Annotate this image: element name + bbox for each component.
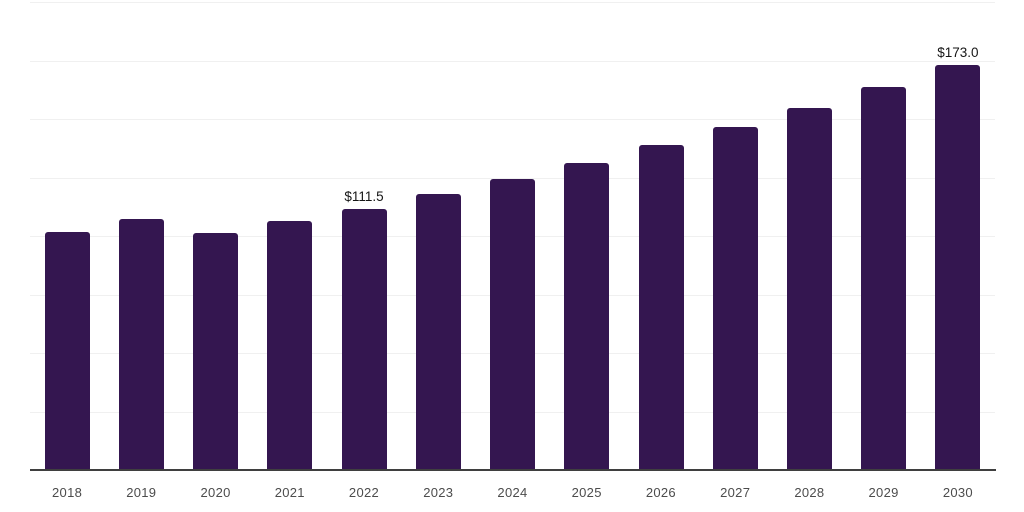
bar-2021 bbox=[267, 220, 313, 470]
gridline-200 bbox=[30, 2, 995, 3]
x-tick-label-2025: 2025 bbox=[571, 485, 602, 500]
x-tick-label-2030: 2030 bbox=[942, 485, 973, 500]
bar-2030 bbox=[935, 65, 981, 470]
bar-2020 bbox=[193, 232, 239, 470]
bar-2027 bbox=[712, 126, 758, 470]
value-label-2022: $111.5 bbox=[344, 189, 384, 205]
gridline-150 bbox=[30, 119, 995, 120]
bar-2026 bbox=[638, 144, 684, 470]
x-tick-label-2019: 2019 bbox=[126, 485, 157, 500]
bar-2029 bbox=[861, 87, 907, 470]
x-tick-label-2029: 2029 bbox=[868, 485, 899, 500]
x-axis-line bbox=[30, 469, 996, 471]
x-tick-label-2026: 2026 bbox=[645, 485, 676, 500]
x-tick-label-2018: 2018 bbox=[52, 485, 83, 500]
bar-2024 bbox=[490, 178, 535, 470]
bar-2022 bbox=[341, 209, 387, 470]
x-tick-label-2027: 2027 bbox=[720, 485, 751, 500]
x-tick-label-2020: 2020 bbox=[200, 485, 231, 500]
bar-2018 bbox=[44, 232, 90, 470]
x-tick-label-2023: 2023 bbox=[423, 485, 454, 500]
x-tick-label-2028: 2028 bbox=[794, 485, 825, 500]
x-tick-label-2024: 2024 bbox=[497, 485, 528, 500]
bar-2019 bbox=[118, 219, 164, 470]
bar-2023 bbox=[415, 193, 461, 470]
x-tick-label-2021: 2021 bbox=[274, 485, 305, 500]
x-tick-label-2022: 2022 bbox=[348, 485, 380, 500]
gridline-175 bbox=[30, 60, 995, 62]
value-label-2030: $173.0 bbox=[937, 45, 979, 61]
bar-2028 bbox=[786, 108, 832, 470]
bar-2025 bbox=[564, 162, 610, 470]
